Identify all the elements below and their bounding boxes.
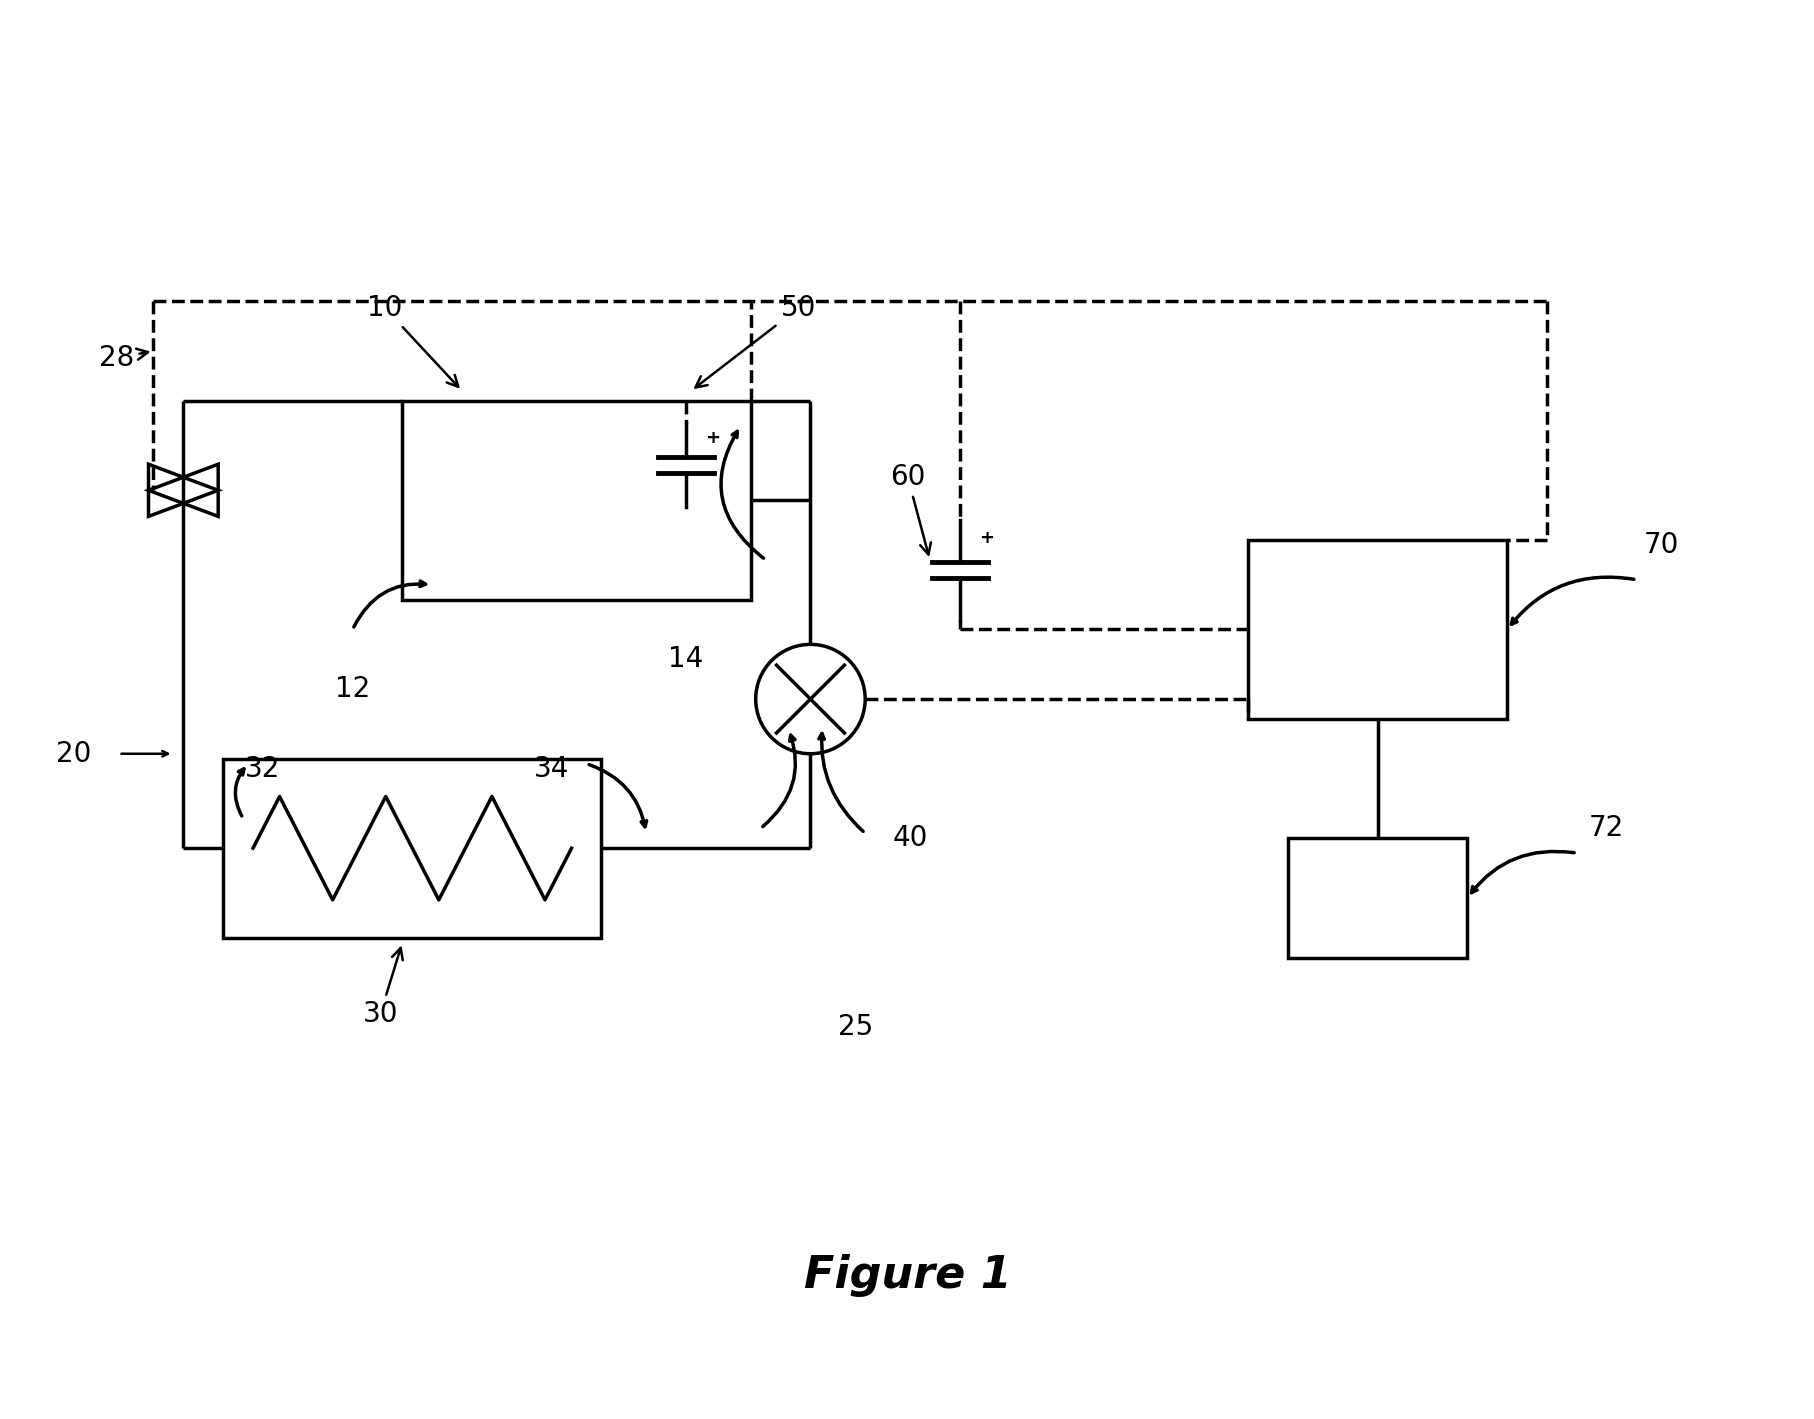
Bar: [1288, 839, 1466, 958]
Text: +: +: [978, 529, 994, 546]
Text: 10: 10: [366, 294, 457, 387]
Text: Figure 1: Figure 1: [804, 1254, 1010, 1297]
Bar: [223, 759, 600, 938]
Text: 50: 50: [695, 294, 816, 387]
Text: 40: 40: [892, 824, 927, 853]
Text: 25: 25: [836, 1013, 873, 1042]
Text: 12: 12: [336, 675, 370, 704]
Text: 60: 60: [889, 464, 931, 555]
Text: 34: 34: [533, 755, 570, 783]
Text: 14: 14: [668, 646, 704, 673]
Bar: [1248, 541, 1506, 719]
Text: +: +: [706, 429, 720, 447]
Text: 20: 20: [56, 739, 91, 768]
Text: 32: 32: [245, 755, 281, 783]
Text: 72: 72: [1589, 815, 1624, 843]
Text: 28: 28: [98, 343, 149, 372]
Bar: [403, 400, 751, 600]
Text: 70: 70: [1643, 531, 1678, 559]
Text: 30: 30: [363, 948, 403, 1029]
